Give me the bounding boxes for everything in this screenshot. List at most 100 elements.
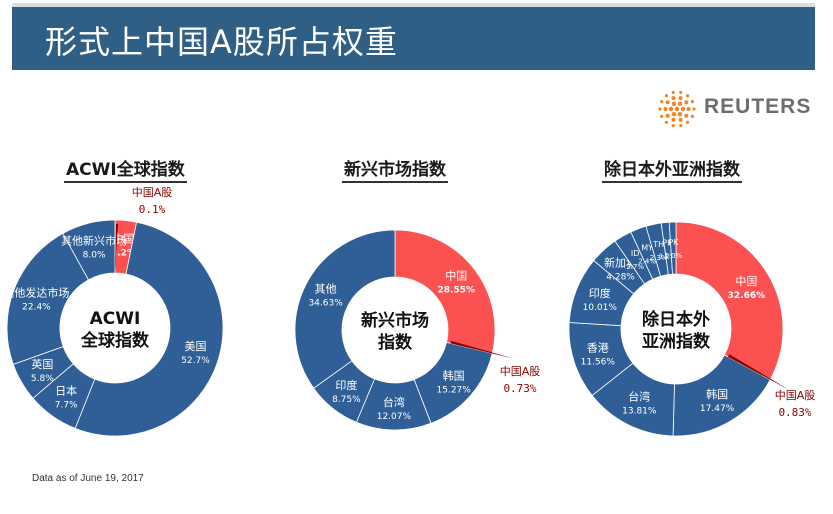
slice-label: 其他新兴市场 [61,234,127,248]
pie-slice [6,232,89,365]
chart-title-acwi: ACWI全球指数 [64,155,187,183]
logo-dot [686,107,691,111]
slice-value-label: 28.55% [438,286,476,296]
slice-value-label: 15.27% [437,385,472,395]
slice-value-label: 1.2% [659,252,677,260]
pie-slice [294,229,396,389]
slice-value-label: 5.8% [31,374,54,384]
slice-label: 中国 [445,270,467,283]
chart-center-label: 新兴市场 [361,310,429,331]
logo-dot [671,90,675,95]
slice-label: 英国 [31,357,53,371]
logo-dot [679,90,683,95]
slice-label: PH [662,238,673,247]
logo-dot [660,114,664,118]
slice-label: 其他 [315,282,337,295]
logo-dot [685,120,690,124]
callout-label: 中国A股 [500,365,541,378]
slice-value-label: 2.7% [626,263,644,271]
chart-center-label: 指数 [378,332,413,353]
slice-value-label: 52.7% [181,356,210,366]
slice-value-label: 3.2% [111,248,136,258]
logo-dot [678,117,683,122]
slice-label: 中国 [112,232,134,245]
donut-chart-asia: 中国 32.66% 韩国 17.47% 台湾 13.81% 香港 11.56% 印度 10.01%… [568,221,816,437]
chart-center-label: 全球指数 [80,330,150,351]
chart-title-em: 新兴市场指数 [342,155,448,183]
reuters-dot-logo-icon [658,90,696,128]
footnote: Data as of June 19, 2017 [32,473,144,484]
slice-value-label: 8.0% [83,251,106,261]
logo-dot [663,107,668,111]
slice-value-label: 12.07% [377,412,412,422]
slice-label: 韩国 [443,368,465,382]
pie-slice [668,221,677,275]
logo-dot [658,107,662,111]
logo-dot [685,94,690,98]
slice-value-label: 10.01% [583,303,618,313]
logo-dot [671,117,676,122]
logo-dot [660,100,664,104]
logo-dot [690,114,694,118]
slice-label: 台湾 [628,389,650,403]
chart-title-asia: 除日本外亚洲指数 [602,155,742,183]
slice-value-label: 11.56% [581,358,616,368]
pie-slice [74,221,224,437]
slice-value-label: 32.66% [728,291,766,301]
callout-wedge [727,354,790,391]
logo-dot [671,101,677,107]
slice-value-label: 2.4% [638,257,656,265]
title-bar: 形式上中国A股所占权重 [12,3,815,70]
slice-label: 其他发达市场 [3,285,69,299]
callout-wedge [450,340,514,359]
logo-dot [665,113,670,118]
chart-center-label: ACWI [90,309,141,329]
logo-dot [677,111,683,117]
logo-dot [664,120,669,124]
chart-center-label: 除日本外 [642,309,710,330]
logo-dot [679,123,683,128]
callout-value: 0.1% [139,203,166,216]
slice-label: 中国 [735,275,757,288]
slice-value-label: 4.28% [606,273,635,283]
slice-label: 美国 [185,340,207,353]
slice-value-label: 8.75% [332,395,361,405]
slice-label: 印度 [589,286,611,300]
slice-value-label: 34.63% [308,298,343,308]
donut-chart-em: 中国 28.55% 韩国 15.27% 台湾 12.07% 印度 8.75% 其他 34.63% 新… [294,229,541,431]
slice-value-label: 13.81% [622,406,657,416]
slice-value-label: 1.0% [665,252,683,260]
slice-label: 日本 [55,383,77,397]
slice-label: 香港 [587,342,609,355]
slice-value-label: 22.4% [22,302,51,312]
pie-slice [675,221,784,381]
reuters-logo: REUTERS [656,88,816,130]
callout-label: 中国A股 [132,186,173,199]
logo-dot [664,94,669,98]
callout-value: 0.73% [503,382,536,395]
slice-value-label: 2.3% [650,254,668,262]
slice-label: 台湾 [383,395,405,409]
logo-dot [680,106,686,112]
page-title: 形式上中国A股所占权重 [45,23,398,61]
callout-label: 中国A股 [775,389,816,402]
logo-dot [678,96,683,101]
callout-value: 0.83% [778,406,811,419]
logo-dot [692,107,696,111]
slice-label: 印度 [335,378,357,392]
logo-dot [668,106,674,112]
pie-slice [62,219,116,281]
logo-dot [674,106,680,112]
logo-dot [690,100,694,104]
logo-dot [671,123,675,128]
logo-dot [677,101,683,107]
logo-text: REUTERS [704,95,812,118]
slice-value-label: 17.47% [700,404,735,414]
logo-dot [671,96,676,101]
chart-center-label: 亚洲指数 [642,331,711,352]
slice-label: PK [668,238,679,247]
slice-label: 韩国 [706,387,728,401]
pie-slice [394,229,496,354]
slice-label: TH [652,240,664,249]
